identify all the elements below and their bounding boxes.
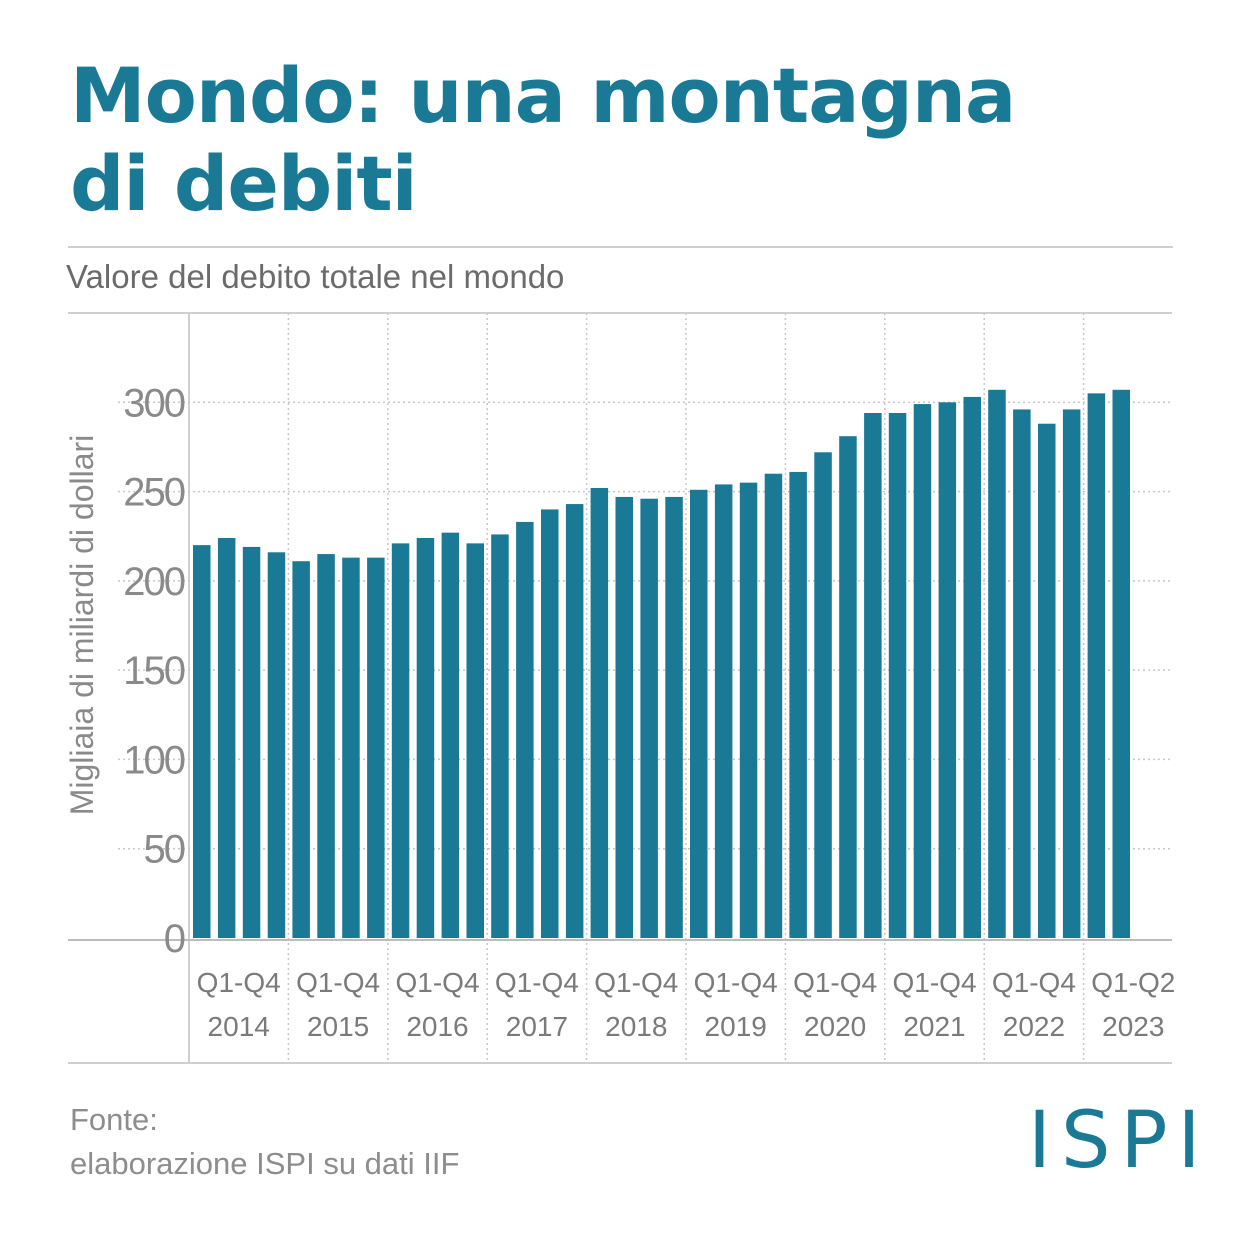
bar-2019-3 (739, 482, 758, 938)
bar-2018-4 (665, 496, 683, 938)
bar-2018-2 (615, 496, 633, 938)
bar-2014-1 (193, 545, 211, 938)
bar-2020-1 (789, 471, 807, 938)
x-period-label: Q1-Q4 (296, 967, 380, 998)
x-period-label: Q1-Q4 (197, 967, 281, 998)
bar-2023-1 (1087, 393, 1106, 938)
bar-2014-2 (217, 538, 236, 938)
y-tick-label: 0 (164, 917, 185, 961)
x-year-label: 2023 (1102, 1011, 1164, 1042)
y-tick-label: 150 (123, 649, 184, 693)
bar-2021-1 (888, 413, 907, 938)
chart-title-line-2: di debiti (70, 139, 418, 228)
x-year-label: 2020 (804, 1011, 866, 1042)
bar-2016-1 (391, 543, 410, 938)
x-period-label: Q1-Q4 (694, 967, 778, 998)
source-label: Fonte: (70, 1102, 158, 1137)
bar-2022-2 (1013, 409, 1031, 938)
bar-2016-4 (466, 543, 484, 938)
bar-chart: 0 50 100 150 200 250 300 Q1-Q4 2014 Q1-Q4 2015 Q1-Q… (64, 312, 1175, 1064)
bar-2017-4 (565, 504, 584, 938)
bar-2017-1 (491, 534, 509, 938)
x-period-label: Q1-Q4 (594, 967, 678, 998)
bar-2023-2 (1112, 389, 1130, 938)
bar-2020-4 (864, 413, 882, 938)
x-period-label: Q1-Q4 (892, 967, 976, 998)
bar-2020-2 (814, 452, 832, 938)
x-period-label: Q1-Q2 (1091, 967, 1175, 998)
labels-layer: 0 50 100 150 200 250 300 Q1-Q4 2014 Q1-Q4 2015 Q1-Q… (123, 381, 1175, 1042)
bar-2022-3 (1038, 423, 1056, 938)
bar-2019-2 (714, 484, 733, 938)
x-period-label: Q1-Q4 (992, 967, 1076, 998)
bar-2014-3 (242, 546, 261, 938)
bar-2015-3 (342, 557, 360, 938)
x-period-label: Q1-Q4 (395, 967, 479, 998)
x-year-label: 2015 (307, 1011, 369, 1042)
bar-2015-4 (367, 557, 385, 938)
y-tick-label: 100 (123, 738, 184, 782)
bar-2019-4 (764, 473, 783, 938)
bar-2015-2 (317, 554, 335, 938)
y-tick-label: 50 (144, 828, 185, 872)
x-year-label: 2018 (605, 1011, 667, 1042)
bar-2017-3 (541, 509, 559, 938)
bar-2022-4 (1062, 409, 1081, 938)
x-year-label: 2022 (1003, 1011, 1065, 1042)
x-year-label: 2019 (705, 1011, 767, 1042)
source-note: Fonte: elaborazione ISPI su dati IIF (70, 1098, 459, 1186)
chart-title: Mondo: una montagna di debiti (70, 52, 1170, 228)
chart-subtitle: Valore del debito totale nel mondo (66, 258, 565, 295)
bar-2015-1 (292, 561, 310, 938)
y-axis-title: Migliaia di miliardi di dollari (64, 435, 100, 816)
x-period-label: Q1-Q4 (793, 967, 877, 998)
y-tick-label: 200 (123, 560, 184, 604)
y-tick-label: 300 (123, 381, 184, 425)
bar-2022-1 (988, 389, 1006, 938)
x-year-label: 2017 (506, 1011, 568, 1042)
bar-2017-2 (516, 521, 534, 938)
bar-2018-3 (640, 498, 658, 938)
x-year-label: 2014 (208, 1011, 270, 1042)
chart-title-line-1: Mondo: una montagna (70, 51, 1016, 140)
bar-2016-2 (416, 538, 435, 938)
bar-2021-3 (938, 402, 957, 938)
bar-2021-4 (963, 396, 981, 938)
bar-2020-3 (839, 436, 857, 938)
bar-2019-1 (690, 489, 708, 938)
source-text: elaborazione ISPI su dati IIF (70, 1146, 460, 1181)
bar-2021-2 (913, 404, 932, 938)
ispi-logo: ISPI (1028, 1096, 1211, 1186)
title-divider (68, 246, 1173, 248)
bars-layer (193, 389, 1130, 938)
bar-2014-4 (267, 552, 286, 938)
y-tick-label: 250 (123, 471, 184, 515)
bar-2016-3 (441, 532, 460, 938)
bar-2018-1 (590, 488, 609, 938)
x-year-label: 2021 (903, 1011, 965, 1042)
x-period-label: Q1-Q4 (495, 967, 579, 998)
x-year-label: 2016 (406, 1011, 468, 1042)
